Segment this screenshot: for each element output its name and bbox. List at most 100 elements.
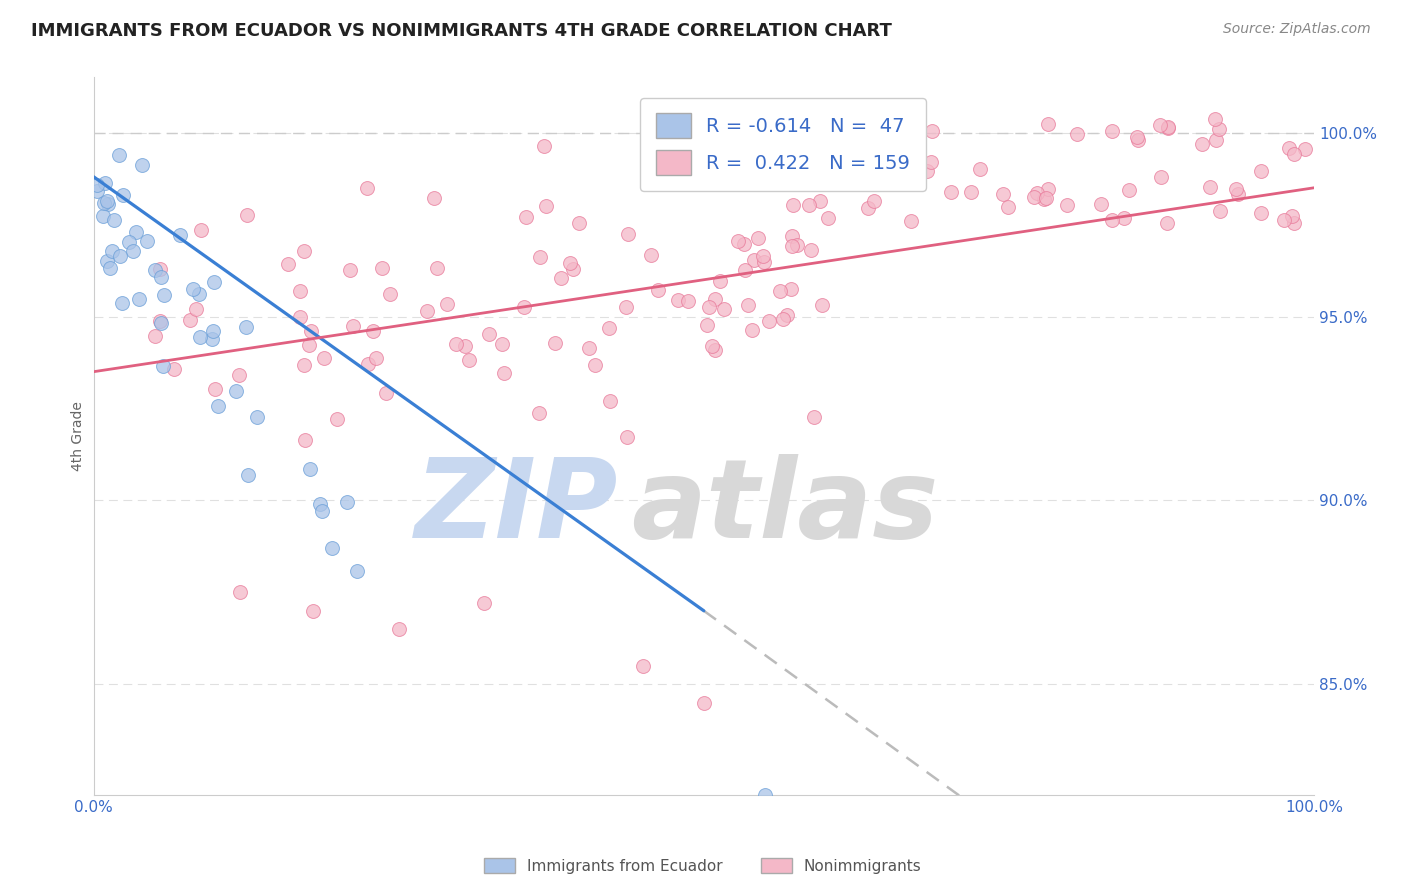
Point [737, 298, 759, 312]
Point [299, 324, 322, 338]
Point [238, 467, 260, 482]
Point [204, 382, 226, 396]
Point [228, 368, 250, 383]
Point [190, 223, 212, 237]
Point [225, 384, 247, 399]
Point [207, 399, 229, 413]
Point [97, 196, 120, 211]
Point [558, 255, 581, 269]
Point [1036, 182, 1059, 196]
Point [472, 596, 495, 610]
Point [742, 252, 765, 267]
Point [1204, 112, 1226, 127]
Point [900, 214, 922, 228]
Point [727, 234, 749, 248]
Point [703, 343, 725, 357]
Point [752, 249, 775, 263]
Point [709, 274, 731, 288]
Point [1036, 117, 1059, 131]
Point [693, 696, 716, 710]
Point [308, 497, 330, 511]
Point [325, 411, 347, 425]
Point [98, 261, 121, 276]
Point [143, 329, 166, 343]
Point [863, 194, 886, 208]
Point [920, 155, 942, 169]
Point [1157, 121, 1180, 136]
Point [128, 292, 150, 306]
Point [86, 178, 108, 192]
Point [112, 188, 135, 202]
Point [1225, 182, 1247, 196]
Point [163, 362, 186, 376]
Point [817, 211, 839, 225]
Point [235, 319, 257, 334]
Point [91, 209, 114, 223]
Point [454, 339, 477, 353]
Point [741, 323, 763, 337]
Point [544, 336, 567, 351]
Point [837, 152, 859, 166]
Point [808, 194, 831, 208]
Point [378, 286, 401, 301]
Point [776, 308, 799, 322]
Point [277, 257, 299, 271]
Point [361, 324, 384, 338]
Point [1281, 209, 1303, 223]
Point [831, 155, 853, 169]
Point [426, 260, 449, 275]
Point [830, 111, 852, 125]
Point [993, 186, 1015, 201]
Point [478, 327, 501, 342]
Point [298, 337, 321, 351]
Point [780, 229, 803, 244]
Point [188, 287, 211, 301]
Point [93, 196, 115, 211]
Point [754, 788, 776, 802]
Y-axis label: 4th Grade: 4th Grade [72, 401, 86, 471]
Point [96, 194, 118, 208]
Point [1191, 136, 1213, 151]
Point [835, 118, 858, 132]
Text: atlas: atlas [631, 454, 938, 561]
Point [905, 161, 928, 176]
Point [737, 177, 759, 191]
Point [236, 208, 259, 222]
Point [599, 393, 621, 408]
Point [388, 622, 411, 636]
Point [311, 504, 333, 518]
Text: ZIP: ZIP [415, 454, 619, 561]
Point [1090, 197, 1112, 211]
Point [346, 565, 368, 579]
Point [1226, 187, 1249, 202]
Point [152, 359, 174, 373]
Point [1035, 191, 1057, 205]
Point [103, 213, 125, 227]
Point [997, 200, 1019, 214]
Point [815, 126, 838, 140]
Point [533, 138, 555, 153]
Point [288, 284, 311, 298]
Point [1066, 127, 1088, 141]
Point [1056, 197, 1078, 211]
Point [769, 284, 792, 298]
Point [288, 310, 311, 324]
Point [803, 409, 825, 424]
Point [201, 332, 224, 346]
Point [782, 238, 804, 252]
Point [312, 351, 335, 365]
Point [1156, 216, 1178, 230]
Point [772, 311, 794, 326]
Point [1209, 204, 1232, 219]
Point [614, 300, 637, 314]
Point [1278, 141, 1301, 155]
Point [529, 250, 551, 264]
Point [294, 433, 316, 447]
Point [1250, 206, 1272, 220]
Point [294, 244, 316, 258]
Point [915, 163, 938, 178]
Point [169, 228, 191, 243]
Point [143, 263, 166, 277]
Point [534, 198, 557, 212]
Point [416, 304, 439, 318]
